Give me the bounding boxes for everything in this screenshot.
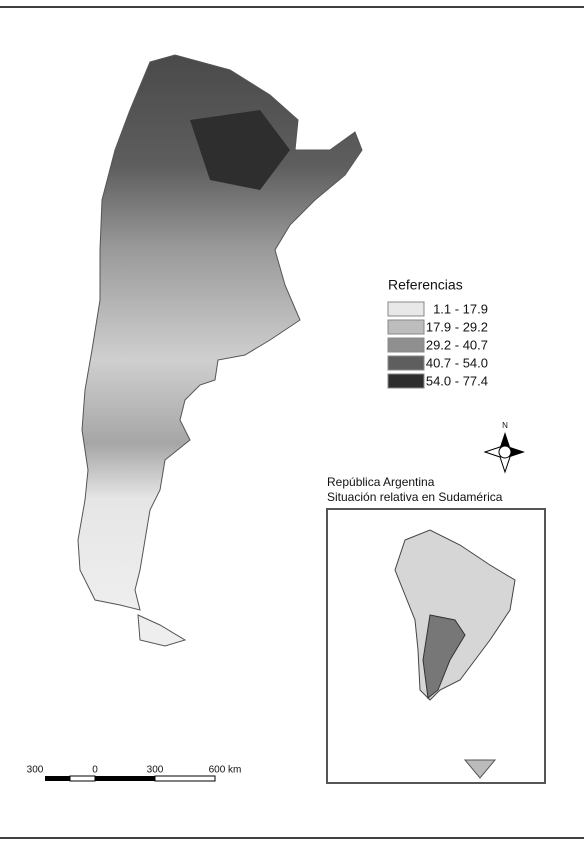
- legend-swatch: [387, 337, 425, 353]
- compass-center: [498, 445, 512, 459]
- legend-items: 1.1 - 17.9 17.9 - 29.2 29.2 - 40.7 40.7 - 5…: [387, 301, 488, 389]
- antarctica-inset: [463, 759, 497, 779]
- inset-map: [326, 508, 546, 784]
- legend-label: 29.2 - 40.7: [426, 337, 488, 352]
- argentina-map: [77, 54, 363, 647]
- scale-bar: 300 0 300 600 km: [27, 765, 242, 782]
- inset-title: República Argentina: [327, 475, 435, 489]
- legend: Referencias 1.1 - 17.9 17.9 - 29.2 29.2 - …: [387, 277, 488, 389]
- scale-segment: [95, 776, 155, 781]
- legend-label: 40.7 - 54.0: [426, 355, 488, 370]
- legend-title: Referencias: [388, 277, 463, 293]
- scale-segment: [69, 775, 96, 782]
- compass: N: [483, 421, 525, 474]
- dark-region: [190, 110, 290, 190]
- scale-label: 300: [147, 765, 164, 776]
- argentina-inset: [422, 614, 466, 699]
- inset-subtitle: Situación relativa en Sudamérica: [327, 490, 503, 504]
- scale-label: 600 km: [209, 765, 242, 776]
- argentina-outline: [77, 54, 363, 611]
- legend-label: 1.1 - 17.9: [433, 301, 488, 316]
- legend-swatch: [387, 373, 425, 389]
- legend-label: 54.0 - 77.4: [426, 373, 488, 388]
- tierra-del-fuego: [137, 614, 187, 647]
- legend-swatch: [387, 355, 425, 371]
- legend-label: 17.9 - 29.2: [426, 319, 488, 334]
- compass-label: N: [502, 421, 508, 430]
- scale-segment: [45, 776, 70, 781]
- scale-label: 0: [92, 765, 98, 776]
- legend-swatch: [387, 319, 425, 335]
- scale-label: 300: [27, 765, 44, 776]
- legend-swatch: [387, 301, 425, 317]
- scale-segment: [154, 775, 216, 782]
